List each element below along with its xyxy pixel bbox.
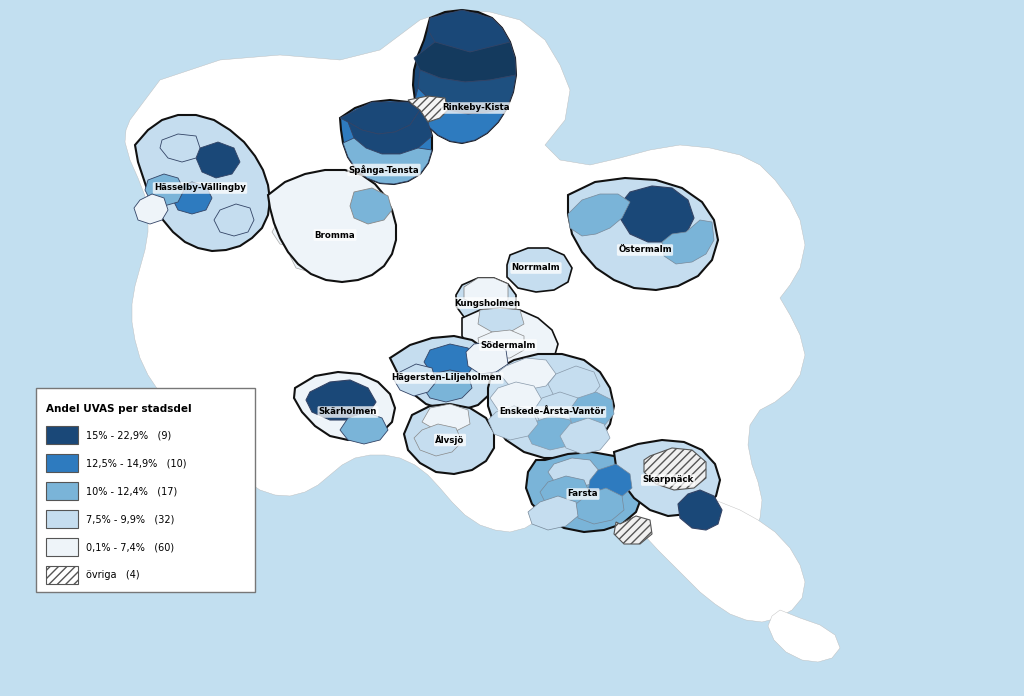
Polygon shape — [488, 354, 614, 458]
Text: Rinkeby-Kista: Rinkeby-Kista — [442, 104, 510, 113]
Polygon shape — [540, 476, 590, 510]
Bar — [46, 566, 78, 584]
Polygon shape — [528, 496, 578, 530]
Text: Södermalm: Södermalm — [480, 340, 536, 349]
Text: Östermalm: Östermalm — [618, 246, 672, 255]
Polygon shape — [422, 404, 470, 432]
Polygon shape — [568, 194, 630, 236]
Polygon shape — [548, 366, 600, 402]
Polygon shape — [414, 424, 462, 456]
Polygon shape — [160, 134, 200, 162]
Polygon shape — [462, 308, 558, 373]
Polygon shape — [404, 404, 494, 474]
Polygon shape — [548, 458, 600, 488]
Polygon shape — [415, 88, 507, 143]
Polygon shape — [588, 464, 632, 500]
Polygon shape — [408, 96, 449, 122]
Text: 7,5% - 9,9%   (32): 7,5% - 9,9% (32) — [86, 514, 174, 524]
Polygon shape — [490, 382, 542, 416]
Text: Farsta: Farsta — [567, 489, 598, 498]
Polygon shape — [768, 610, 840, 662]
Text: Bromma: Bromma — [314, 230, 355, 239]
Polygon shape — [310, 212, 354, 244]
Text: 10% - 12,4%   (17): 10% - 12,4% (17) — [86, 486, 177, 496]
Polygon shape — [316, 188, 360, 222]
Polygon shape — [422, 370, 472, 402]
Polygon shape — [456, 278, 516, 323]
Text: Skarpnäck: Skarpnäck — [642, 475, 693, 484]
Text: Enskede-Årsta-Vantör: Enskede-Årsta-Vantör — [499, 407, 605, 416]
Bar — [46, 482, 78, 500]
Polygon shape — [340, 100, 432, 184]
Polygon shape — [343, 138, 432, 184]
Text: Hässelby-Vällingby: Hässelby-Vällingby — [154, 184, 246, 193]
Polygon shape — [466, 342, 508, 374]
Polygon shape — [478, 330, 524, 358]
Bar — [46, 454, 78, 472]
Text: Spånga-Tensta: Spånga-Tensta — [349, 165, 419, 175]
Polygon shape — [340, 102, 420, 134]
Polygon shape — [418, 70, 516, 114]
Polygon shape — [413, 10, 516, 143]
Polygon shape — [610, 488, 805, 622]
Polygon shape — [620, 186, 694, 242]
Polygon shape — [145, 174, 184, 206]
Polygon shape — [568, 178, 718, 290]
Bar — [46, 510, 78, 528]
Polygon shape — [350, 188, 392, 224]
Polygon shape — [306, 380, 376, 420]
Polygon shape — [196, 142, 240, 178]
Polygon shape — [340, 412, 388, 444]
Polygon shape — [214, 204, 254, 236]
Polygon shape — [478, 308, 524, 332]
Bar — [46, 426, 78, 444]
Polygon shape — [290, 236, 334, 272]
Polygon shape — [172, 182, 212, 214]
Text: Kungsholmen: Kungsholmen — [454, 299, 520, 308]
Polygon shape — [464, 278, 508, 305]
Polygon shape — [428, 10, 510, 52]
Text: Norrmalm: Norrmalm — [512, 264, 560, 273]
Text: övriga   (4): övriga (4) — [86, 570, 139, 580]
Polygon shape — [614, 516, 652, 544]
Polygon shape — [644, 448, 706, 490]
Polygon shape — [488, 406, 538, 440]
Polygon shape — [568, 392, 614, 430]
Polygon shape — [424, 344, 476, 378]
Polygon shape — [344, 212, 386, 248]
Polygon shape — [534, 392, 584, 428]
Polygon shape — [526, 416, 575, 450]
Polygon shape — [135, 115, 270, 251]
Polygon shape — [526, 452, 642, 532]
Polygon shape — [390, 336, 496, 410]
Polygon shape — [414, 42, 516, 82]
Text: 15% - 22,9%   (9): 15% - 22,9% (9) — [86, 430, 171, 440]
Text: 0,1% - 7,4%   (60): 0,1% - 7,4% (60) — [86, 542, 174, 552]
Polygon shape — [575, 488, 624, 524]
Polygon shape — [274, 192, 324, 224]
Polygon shape — [614, 440, 720, 516]
Polygon shape — [268, 170, 396, 282]
Polygon shape — [348, 110, 432, 154]
Polygon shape — [125, 10, 805, 563]
Polygon shape — [507, 248, 572, 292]
Polygon shape — [272, 212, 319, 248]
FancyBboxPatch shape — [36, 388, 255, 592]
Text: Andel UVAS per stadsdel: Andel UVAS per stadsdel — [46, 404, 191, 414]
Polygon shape — [394, 364, 436, 396]
Polygon shape — [560, 418, 610, 454]
Polygon shape — [294, 372, 395, 440]
Polygon shape — [324, 238, 368, 274]
Polygon shape — [134, 194, 168, 224]
Text: Älvsjö: Älvsjö — [435, 435, 465, 445]
Text: 12,5% - 14,9%   (10): 12,5% - 14,9% (10) — [86, 458, 186, 468]
Polygon shape — [498, 358, 556, 390]
Text: Hägersten-Liljeholmen: Hägersten-Liljeholmen — [392, 374, 503, 383]
Bar — [46, 538, 78, 556]
Polygon shape — [678, 490, 722, 530]
Text: Skärholmen: Skärholmen — [318, 407, 377, 416]
Polygon shape — [662, 220, 714, 264]
